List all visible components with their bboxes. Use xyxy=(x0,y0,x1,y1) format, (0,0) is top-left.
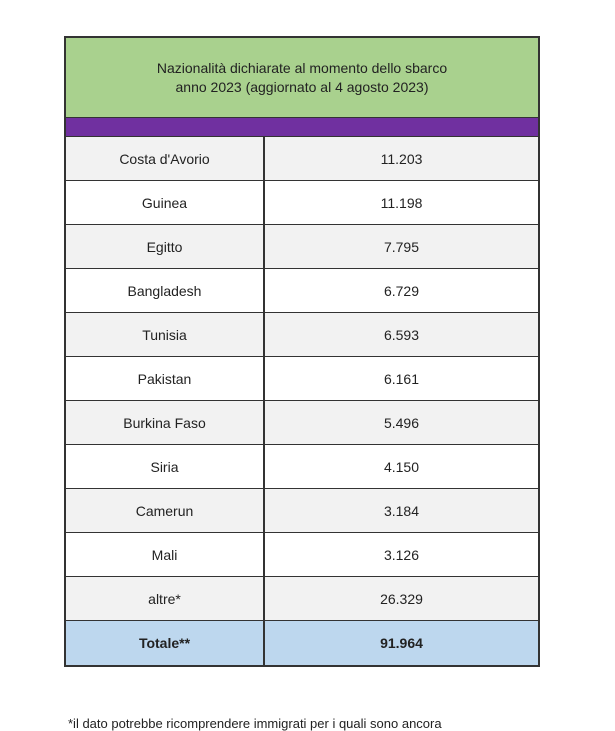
country-cell: Tunisia xyxy=(66,313,265,356)
table-row: Tunisia 6.593 xyxy=(66,313,538,357)
count-cell: 91.964 xyxy=(380,635,423,651)
count-cell: 6.593 xyxy=(383,326,420,343)
table-row: altre* 26.329 xyxy=(66,577,538,621)
country-cell: altre* xyxy=(66,577,265,620)
table-row: Totale** 91.964 xyxy=(66,621,538,665)
title-line: anno 2023 (aggiornato al 4 agosto 2023) xyxy=(175,78,429,95)
header-band xyxy=(66,118,538,137)
count-cell: 6.729 xyxy=(383,282,420,299)
country-cell: Siria xyxy=(66,445,265,488)
count-cell: 4.150 xyxy=(383,458,420,475)
count-cell: 7.795 xyxy=(383,238,420,255)
table-row: Bangladesh 6.729 xyxy=(66,269,538,313)
country-cell: Totale** xyxy=(66,621,265,665)
count-cell: 5.496 xyxy=(383,414,420,431)
country-cell: Camerun xyxy=(66,489,265,532)
title-line: Nazionalità dichiarate al momento dello … xyxy=(156,59,448,76)
table-row: Mali 3.126 xyxy=(66,533,538,577)
country-cell: Mali xyxy=(66,533,265,576)
table-row: Camerun 3.184 xyxy=(66,489,538,533)
table-row: Costa d'Avorio 11.203 xyxy=(66,137,538,181)
count-cell: 11.198 xyxy=(380,194,423,211)
table-row: Guinea 11.198 xyxy=(66,181,538,225)
table-row: Burkina Faso 5.496 xyxy=(66,401,538,445)
count-cell: 3.126 xyxy=(383,546,420,563)
table-row: Egitto 7.795 xyxy=(66,225,538,269)
table-row: Siria 4.150 xyxy=(66,445,538,489)
country-cell: Costa d'Avorio xyxy=(66,137,265,180)
table-body: Costa d'Avorio 11.203 Guinea 11.198 Egitto 7.… xyxy=(66,137,538,665)
country-cell: Egitto xyxy=(66,225,265,268)
table-row: Pakistan 6.161 xyxy=(66,357,538,401)
country-cell: Pakistan xyxy=(66,357,265,400)
table-header: Nazionalità dichiarate al momento dello … xyxy=(66,38,538,118)
footnote: *il dato potrebbe ricomprendere immigrat… xyxy=(68,716,442,731)
count-cell: 26.329 xyxy=(380,590,423,607)
country-cell: Burkina Faso xyxy=(66,401,265,444)
country-cell: Guinea xyxy=(66,181,265,224)
count-cell: 6.161 xyxy=(383,370,420,387)
country-cell: Bangladesh xyxy=(66,269,265,312)
count-cell: 11.203 xyxy=(380,150,423,167)
table: Nazionalità dichiarate al momento dello … xyxy=(64,36,540,667)
count-cell: 3.184 xyxy=(383,502,420,519)
